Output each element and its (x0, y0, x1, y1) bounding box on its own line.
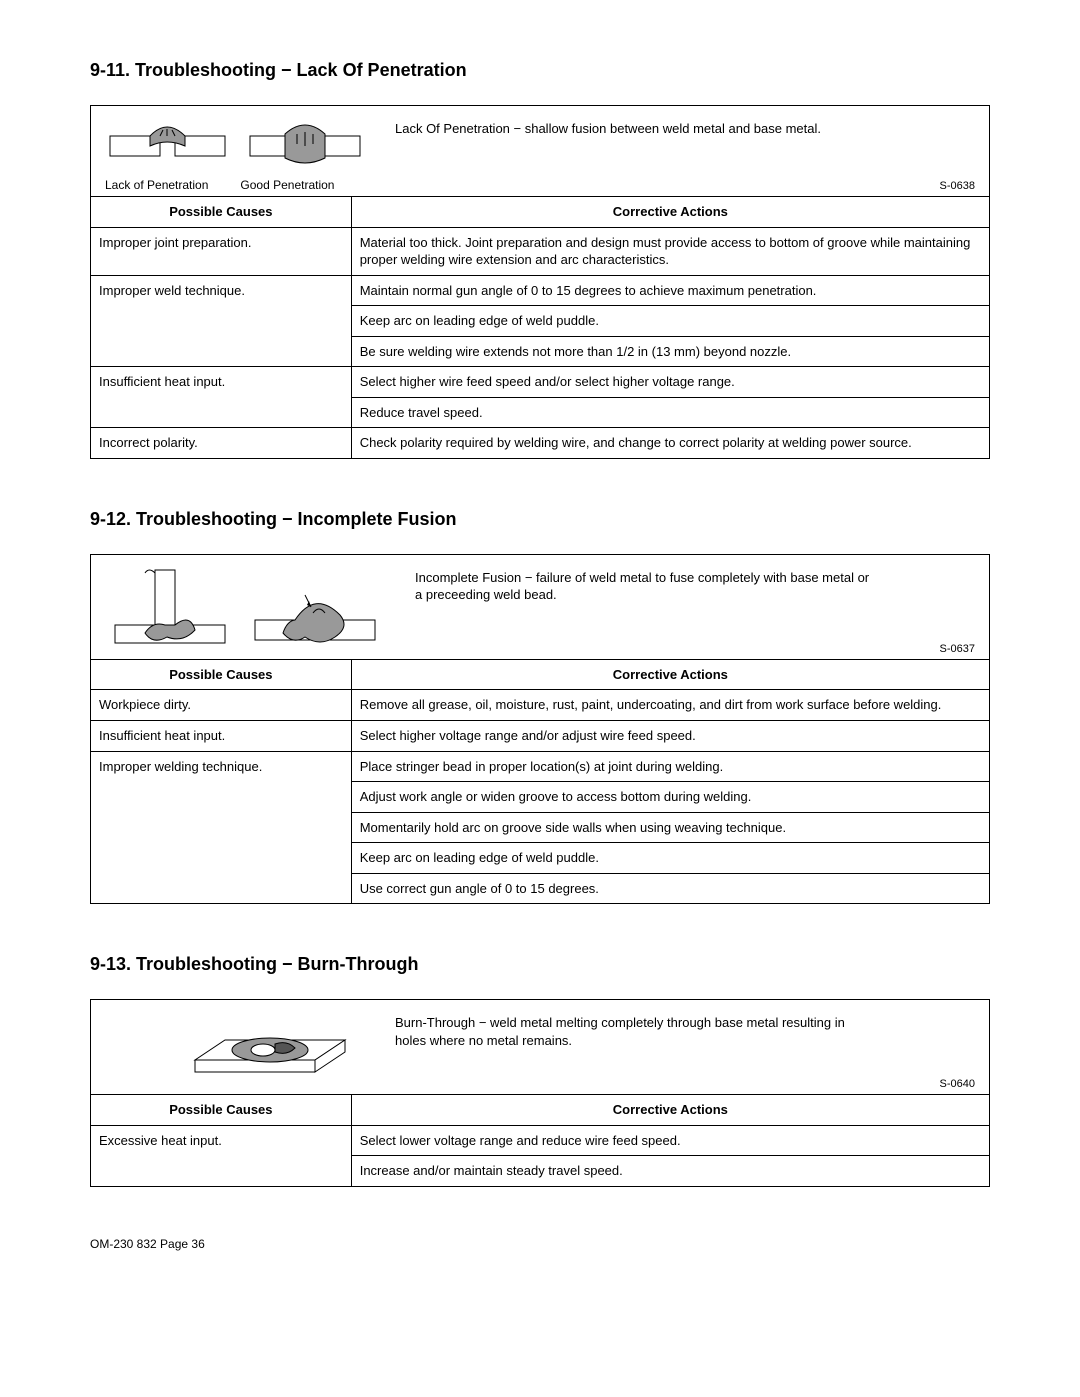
action-cell: Select higher wire feed speed and/or sel… (351, 367, 989, 398)
col-actions: Corrective Actions (351, 659, 989, 690)
col-causes: Possible Causes (91, 1095, 352, 1126)
section-heading: 9-11. Troubleshooting − Lack Of Penetrat… (90, 60, 990, 81)
illustration-box: Lack of Penetration Good Penetration Lac… (90, 105, 990, 196)
cause-cell: Improper joint preparation. (91, 227, 352, 275)
table-row: Improper weld technique.Maintain normal … (91, 275, 990, 306)
illustration-description: Lack Of Penetration − shallow fusion bet… (395, 116, 821, 138)
col-causes: Possible Causes (91, 659, 352, 690)
table-row: Workpiece dirty.Remove all grease, oil, … (91, 690, 990, 721)
cause-cell: Incorrect polarity. (91, 428, 352, 459)
cause-cell: Improper welding technique. (91, 751, 352, 904)
cause-cell: Workpiece dirty. (91, 690, 352, 721)
action-cell: Material too thick. Joint preparation an… (351, 227, 989, 275)
col-actions: Corrective Actions (351, 1095, 989, 1126)
action-cell: Increase and/or maintain steady travel s… (351, 1156, 989, 1187)
penetration-diagram-icon (105, 116, 365, 176)
troubleshooting-table: Possible Causes Corrective Actions Exces… (90, 1094, 990, 1187)
table-row: Excessive heat input.Select lower voltag… (91, 1125, 990, 1156)
page-footer: OM-230 832 Page 36 (90, 1237, 990, 1251)
troubleshooting-table: Possible Causes Corrective Actions Impro… (90, 196, 990, 459)
section-burn-through: 9-13. Troubleshooting − Burn-Through Bur… (90, 954, 990, 1187)
cause-cell: Insufficient heat input. (91, 721, 352, 752)
figure-reference: S-0638 (940, 180, 975, 192)
action-cell: Momentarily hold arc on groove side wall… (351, 812, 989, 843)
action-cell: Keep arc on leading edge of weld puddle. (351, 843, 989, 874)
illustration-box: Burn-Through − weld metal melting comple… (90, 999, 990, 1094)
figure-reference: S-0640 (940, 1078, 975, 1090)
table-row: Insufficient heat input.Select higher wi… (91, 367, 990, 398)
cause-cell: Excessive heat input. (91, 1125, 352, 1186)
caption-lack: Lack of Penetration (105, 178, 208, 192)
action-cell: Maintain normal gun angle of 0 to 15 deg… (351, 275, 989, 306)
section-heading: 9-13. Troubleshooting − Burn-Through (90, 954, 990, 975)
incomplete-fusion-diagram-icon (105, 565, 385, 655)
action-cell: Place stringer bead in proper location(s… (351, 751, 989, 782)
table-body: Improper joint preparation.Material too … (91, 227, 990, 458)
section-lack-of-penetration: 9-11. Troubleshooting − Lack Of Penetrat… (90, 60, 990, 459)
action-cell: Keep arc on leading edge of weld puddle. (351, 306, 989, 337)
section-incomplete-fusion: 9-12. Troubleshooting − Incomplete Fusio… (90, 509, 990, 904)
action-cell: Check polarity required by welding wire,… (351, 428, 989, 459)
table-row: Incorrect polarity.Check polarity requir… (91, 428, 990, 459)
action-cell: Use correct gun angle of 0 to 15 degrees… (351, 873, 989, 904)
illustration-box: Incomplete Fusion − failure of weld meta… (90, 554, 990, 659)
action-cell: Reduce travel speed. (351, 397, 989, 428)
action-cell: Adjust work angle or widen groove to acc… (351, 782, 989, 813)
col-causes: Possible Causes (91, 197, 352, 228)
table-body: Workpiece dirty.Remove all grease, oil, … (91, 690, 990, 904)
burn-through-diagram-icon (175, 1010, 365, 1090)
action-cell: Select higher voltage range and/or adjus… (351, 721, 989, 752)
figure-reference: S-0637 (940, 643, 975, 655)
action-cell: Remove all grease, oil, moisture, rust, … (351, 690, 989, 721)
table-row: Improper welding technique.Place stringe… (91, 751, 990, 782)
troubleshooting-table: Possible Causes Corrective Actions Workp… (90, 659, 990, 904)
illustration-description: Incomplete Fusion − failure of weld meta… (415, 565, 875, 604)
cause-cell: Improper weld technique. (91, 275, 352, 367)
cause-cell: Insufficient heat input. (91, 367, 352, 428)
col-actions: Corrective Actions (351, 197, 989, 228)
caption-good: Good Penetration (240, 178, 334, 192)
illustration-description: Burn-Through − weld metal melting comple… (395, 1010, 855, 1049)
table-row: Improper joint preparation.Material too … (91, 227, 990, 275)
section-heading: 9-12. Troubleshooting − Incomplete Fusio… (90, 509, 990, 530)
action-cell: Select lower voltage range and reduce wi… (351, 1125, 989, 1156)
action-cell: Be sure welding wire extends not more th… (351, 336, 989, 367)
table-body: Excessive heat input.Select lower voltag… (91, 1125, 990, 1186)
table-row: Insufficient heat input.Select higher vo… (91, 721, 990, 752)
